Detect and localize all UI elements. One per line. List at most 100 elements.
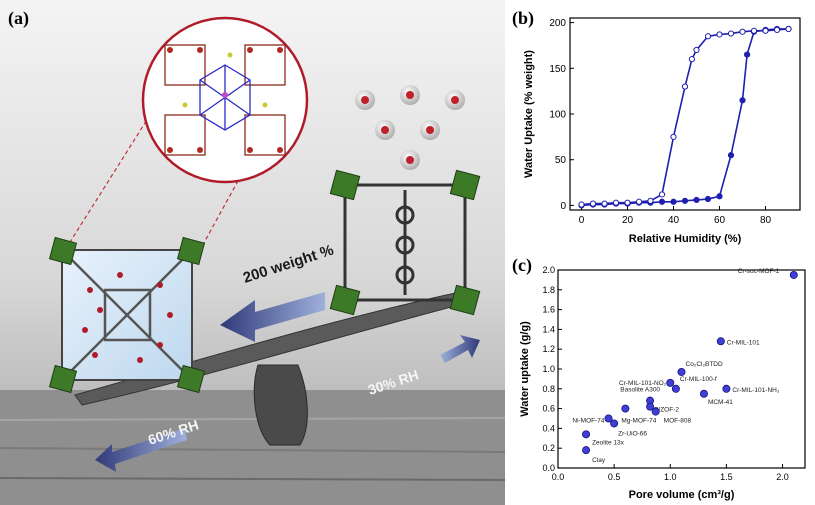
chart-b-point xyxy=(727,152,735,159)
panel-c-label: (c) xyxy=(512,255,532,275)
chart-c-point-label: Cr-MIL-100-f xyxy=(680,376,717,383)
chart-c-y-tick-label: 0.2 xyxy=(542,443,555,453)
chart-b-point xyxy=(612,199,620,206)
chart-c-point-label: Zr-UiO-66 xyxy=(618,430,647,437)
chart-c-point-label: Cr-soc-MOF-1 xyxy=(738,268,780,275)
chart-c-point xyxy=(621,404,630,413)
chart-b-y-tick-label: 50 xyxy=(555,155,567,166)
chart-c-x-tick-label: 1.5 xyxy=(720,472,733,482)
chart-b-y-tick-label: 0 xyxy=(560,201,566,212)
panel-a-illustration: 200 weight % 30% RH 60% RH xyxy=(0,0,505,505)
chart-b-x-tick-label: 40 xyxy=(668,215,680,226)
chart-c-point xyxy=(646,402,655,411)
chart-c-point-label: Cr-MIL-101-NH₂ xyxy=(732,387,779,394)
chart-b-series-line-2 xyxy=(581,28,789,206)
chart-b-point xyxy=(716,31,723,38)
chart-b: 0 20 40 60 80 0 50 100 150 200 Relative Humidity (… xyxy=(523,17,801,245)
chart-b-point xyxy=(739,97,746,104)
chart-c-point-label: MCM-41 xyxy=(708,399,733,406)
chart-b-x-axis-label: Relative Humidity (%) xyxy=(629,233,742,245)
zoom-line-left xyxy=(64,114,151,251)
chart-b-y-tick-label: 100 xyxy=(549,110,566,121)
chart-c-point xyxy=(610,419,619,428)
chart-b-point xyxy=(739,28,746,35)
chart-c-point-label: Ni-MOF-74 xyxy=(572,418,605,425)
chart-b-y-axis-label: Water Uptake (% weight) xyxy=(523,50,535,178)
chart-b-point xyxy=(681,197,689,204)
chart-c-x-tick-label: 1.0 xyxy=(664,472,677,482)
chart-b-x-tick-label: 0 xyxy=(579,215,585,226)
chart-c-point xyxy=(651,407,660,416)
chart-c-x-axis-label: Pore volume (cm³/g) xyxy=(629,489,735,501)
chart-b-point xyxy=(578,201,585,208)
chart-b-x-tick-label: 60 xyxy=(714,215,726,226)
chart-b-point xyxy=(670,198,677,205)
chart-b-point xyxy=(704,33,712,40)
chart-c-x-tick-label: 0.5 xyxy=(608,472,621,482)
chart-c-point-label: Co₂Cl₂BTDD xyxy=(686,361,723,368)
chart-b-point xyxy=(647,197,654,204)
chart-b-series-line-1 xyxy=(581,28,789,207)
chart-c-point-label: Cr-MIL-101-NO₂ xyxy=(619,380,667,387)
chart-b-y-tick-label: 200 xyxy=(549,18,566,29)
chart-b-point xyxy=(704,195,712,203)
panel-a-label: (a) xyxy=(8,8,29,28)
chart-c-point xyxy=(677,367,686,376)
chart-b-plot-frame xyxy=(569,17,801,211)
chart-c-y-tick-label: 1.4 xyxy=(542,324,555,334)
chart-b-x-tick-label: 80 xyxy=(760,215,772,226)
chart-b-point xyxy=(670,133,677,140)
chart-b-point xyxy=(635,198,643,205)
chart-c-point-label: PIZOF-2 xyxy=(654,407,679,414)
chart-c-y-tick-label: 1.8 xyxy=(542,285,555,295)
chart-c-point xyxy=(582,430,591,439)
chart-c-y-tick-label: 0.4 xyxy=(542,423,555,433)
chart-b-point xyxy=(658,191,666,198)
chart-b-point xyxy=(785,25,792,33)
water-droplets xyxy=(355,85,465,170)
chart-b-y-tick-label: 150 xyxy=(549,64,566,75)
mof-cage-right xyxy=(329,169,481,316)
chart-c-point xyxy=(582,446,591,455)
chart-c-y-tick-label: 1.0 xyxy=(542,364,555,374)
chart-b-x-tick-label: 20 xyxy=(622,215,634,226)
chart-c-y-tick-label: 1.6 xyxy=(542,305,555,315)
zoom-line-right xyxy=(199,149,256,251)
panel-b-label: (b) xyxy=(512,8,534,28)
chart-c-point-label: Mg-MOF-74 xyxy=(621,418,656,425)
chart-c-y-axis-label: Water uptake (g/g) xyxy=(519,321,531,417)
chart-c-point xyxy=(722,384,731,393)
chart-c-point xyxy=(671,384,680,393)
chart-b-point xyxy=(744,51,751,58)
chart-b-point xyxy=(750,27,758,34)
chart-c-y-tick-label: 0.6 xyxy=(542,404,555,414)
chart-c-x-tick-label: 0.0 xyxy=(552,472,565,482)
chart-b-point xyxy=(601,200,608,207)
chart-c-point-label: MOF-808 xyxy=(664,418,692,425)
chart-b-point xyxy=(773,26,781,33)
zoom-circle xyxy=(141,16,309,184)
chart-b-point xyxy=(693,46,700,54)
chart-c-point-label: Clay xyxy=(592,457,606,464)
chart-c: 0.0 0.5 1.0 1.5 2.0 0.0 0.2 0.4 0.6 0.8 1.0 1.2 1.4 1… xyxy=(519,265,806,501)
chart-c-point xyxy=(789,270,798,279)
mof-cage-left xyxy=(48,236,206,394)
chart-c-point xyxy=(699,389,708,398)
chart-b-point xyxy=(693,196,700,204)
chart-c-y-tick-label: 1.2 xyxy=(542,344,555,354)
chart-c-point xyxy=(716,337,725,346)
chart-b-point xyxy=(727,30,735,37)
chart-b-point xyxy=(589,200,597,207)
chart-b-point xyxy=(716,193,723,200)
chart-b-point xyxy=(762,27,769,34)
chart-b-point xyxy=(624,199,631,206)
chart-b-point xyxy=(658,198,666,205)
table-surface xyxy=(0,390,505,505)
balance-fulcrum-stone xyxy=(253,364,308,446)
chart-c-y-tick-label: 0.8 xyxy=(542,384,555,394)
chart-c-x-tick-label: 2.0 xyxy=(776,472,789,482)
chart-b-point xyxy=(688,56,695,63)
chart-c-point-label: Basolite A300 xyxy=(620,387,660,394)
chart-b-point xyxy=(681,83,689,90)
chart-c-point xyxy=(666,378,675,387)
